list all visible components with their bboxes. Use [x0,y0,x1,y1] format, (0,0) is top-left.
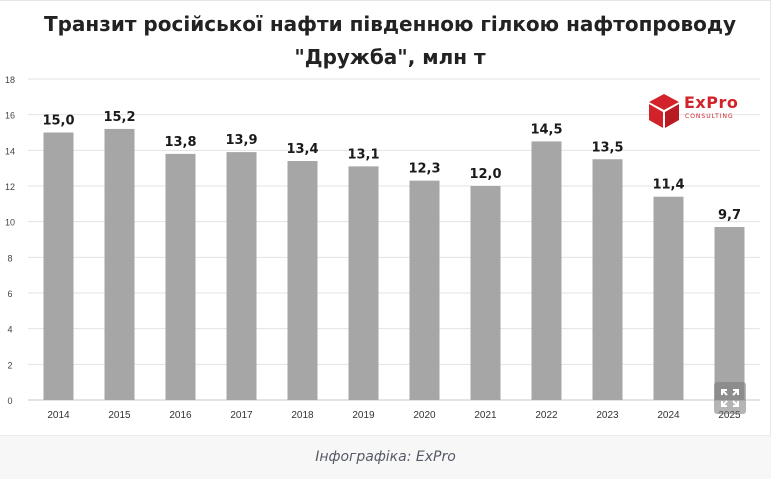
value-label-2021: 12,0 [469,167,501,182]
x-tick-label-2021: 2021 [474,410,497,421]
value-label-2025: 9,7 [718,208,741,223]
bars [43,128,745,400]
value-label-2022: 14,5 [530,122,562,137]
caption-band [0,435,771,479]
x-axis-ticks: 2014 2015 2016 2017 2018 2019 2020 2021 2022 2023… [47,410,741,421]
y-tick-label: 10 [5,218,15,228]
value-label-2015: 15,2 [103,110,135,125]
value-label-2018: 13,4 [286,142,318,157]
bar-2024 [653,196,684,400]
expand-icon [721,389,739,407]
chart-title: Транзит російської нафти південною гілко… [43,12,737,69]
bar-2025 [714,227,745,400]
bar-2022 [531,141,562,400]
bar-2016 [165,153,196,400]
cube-icon [649,94,679,128]
value-label-2023: 13,5 [591,140,623,155]
bar-chart: 0 2 4 6 8 10 12 14 16 18 15,0 15,2 13,8 13,9 13,4 13,1… [5,75,760,421]
x-tick-label-2025: 2025 [718,410,741,421]
x-tick-label-2019: 2019 [352,410,375,421]
x-tick-label-2020: 2020 [413,410,436,421]
logo-subtitle: CONSULTING [685,113,734,120]
value-label-2016: 13,8 [164,135,196,150]
bar-2021 [470,186,501,400]
y-tick-label: 2 [7,360,12,370]
y-tick-label: 14 [5,146,15,156]
bar-2020 [409,180,440,400]
x-tick-label-2018: 2018 [291,410,314,421]
expro-logo: ExPro CONSULTING [648,91,763,131]
value-label-2019: 13,1 [347,147,379,162]
logo-name: ExPro [684,93,739,112]
value-labels: 15,0 15,2 13,8 13,9 13,4 13,1 12,3 12,0 14,5 13,5… [42,110,741,223]
y-tick-label: 12 [5,182,15,192]
y-tick-label: 0 [7,396,12,406]
x-tick-label-2022: 2022 [535,410,558,421]
y-tick-label: 4 [7,325,12,335]
x-tick-label-2016: 2016 [169,410,192,421]
bar-2023 [592,159,623,400]
expand-button[interactable] [714,382,746,414]
gridlines [28,78,760,401]
x-tick-label-2014: 2014 [47,410,70,421]
y-tick-label: 18 [5,75,15,85]
x-tick-label-2015: 2015 [108,410,131,421]
x-tick-label-2024: 2024 [657,410,680,421]
bar-2014 [43,132,74,400]
image-caption: Інфографіка: ExPro [315,449,456,465]
y-tick-label: 6 [7,289,12,299]
value-label-2017: 13,9 [225,133,257,148]
y-tick-label: 16 [5,111,15,121]
bar-2017 [226,152,257,400]
bar-2018 [287,161,318,400]
bar-2019 [348,166,379,400]
value-label-2014: 15,0 [42,114,74,129]
value-label-2024: 11,4 [652,178,684,193]
y-axis-ticks: 0 2 4 6 8 10 12 14 16 18 [5,75,15,406]
x-tick-label-2023: 2023 [596,410,619,421]
x-tick-label-2017: 2017 [230,410,253,421]
y-tick-label: 8 [7,253,12,263]
value-label-2020: 12,3 [408,162,440,177]
bar-2015 [104,128,135,400]
